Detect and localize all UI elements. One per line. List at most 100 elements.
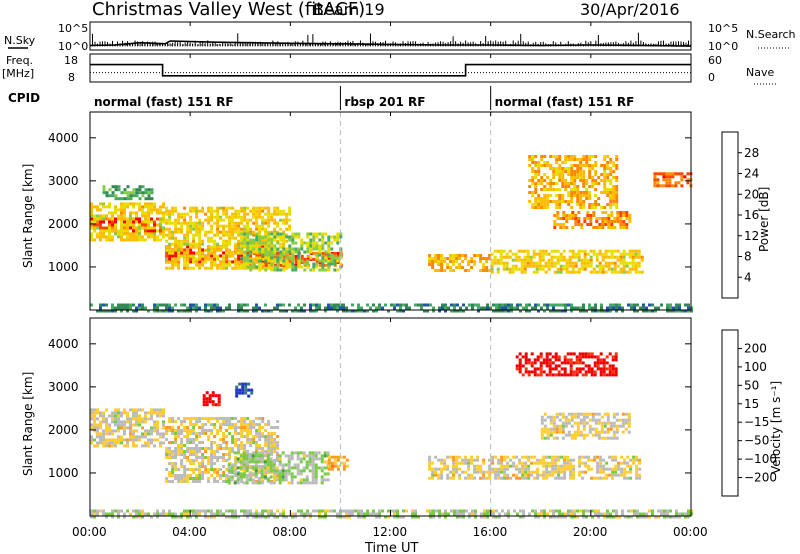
power-cell	[336, 254, 340, 258]
power-cell	[598, 270, 602, 274]
power-cell	[489, 306, 492, 310]
velocity-cell	[189, 450, 193, 453]
velocity-cell	[243, 429, 247, 432]
power-cell	[261, 209, 265, 213]
velocity-cell	[624, 421, 628, 425]
velocity-cell	[204, 450, 208, 453]
power-cell	[273, 227, 277, 231]
velocity-cell	[548, 358, 552, 362]
power-cell	[525, 306, 528, 310]
power-cell	[556, 258, 560, 262]
power-cell	[210, 260, 214, 264]
velocity-cell	[521, 455, 525, 459]
power-cell	[228, 260, 232, 264]
power-cell	[189, 245, 193, 249]
power-cell	[576, 203, 580, 206]
power-cell	[619, 270, 623, 274]
velocity-cell	[600, 436, 604, 440]
velocity-cell	[596, 455, 600, 459]
velocity-cell	[614, 470, 618, 474]
velocity-cell	[195, 477, 199, 480]
velocity-cell	[239, 466, 243, 470]
power-cell	[556, 211, 560, 214]
velocity-cell	[219, 423, 223, 426]
power-cell	[456, 309, 459, 313]
velocity-cell	[584, 455, 588, 459]
velocity-cell	[120, 420, 123, 424]
velocity-cell	[252, 468, 256, 471]
power-cell	[168, 230, 172, 234]
power-cell	[114, 211, 117, 215]
velocity-cell	[315, 509, 318, 513]
power-cell	[616, 249, 620, 253]
power-cell	[476, 254, 480, 257]
power-cell	[550, 255, 554, 259]
velocity-cell	[284, 463, 288, 467]
power-cell	[93, 238, 96, 242]
velocity-cell	[189, 420, 193, 423]
velocity-cell	[581, 373, 585, 377]
power-cell	[144, 197, 148, 201]
velocity-cell	[254, 481, 258, 485]
power-cell	[282, 262, 286, 266]
power-cell	[252, 247, 256, 251]
power-cell	[549, 194, 553, 197]
power-cell	[622, 211, 626, 214]
velocity-cell	[129, 512, 132, 516]
power-cell	[228, 224, 232, 228]
velocity-cell	[348, 509, 351, 513]
power-cell	[520, 270, 524, 274]
velocity-cell	[311, 469, 315, 473]
velocity-cell	[543, 430, 547, 434]
power-cell	[318, 232, 322, 236]
power-cell	[186, 251, 190, 255]
velocity-cell	[455, 455, 459, 459]
power-cell	[396, 309, 399, 313]
power-cell	[171, 306, 174, 310]
velocity-cell	[255, 509, 258, 513]
power-cell	[606, 179, 610, 182]
power-cell	[540, 206, 544, 209]
power-cell	[150, 217, 153, 221]
velocity-cell	[201, 426, 205, 429]
power-cell	[582, 176, 586, 179]
power-cell	[594, 179, 598, 182]
velocity-cell	[473, 458, 477, 462]
velocity-cell	[509, 476, 513, 480]
power-cell	[529, 264, 533, 268]
power-cell	[656, 184, 660, 188]
velocity-cell	[192, 450, 196, 453]
power-cell	[571, 217, 575, 220]
power-cell	[321, 247, 325, 251]
velocity-cell	[585, 421, 589, 425]
power-cell	[282, 209, 286, 213]
power-cell	[390, 303, 393, 307]
velocity-cell	[488, 464, 492, 468]
power-cell	[583, 258, 587, 262]
power-cell	[216, 209, 220, 213]
velocity-cell	[503, 476, 507, 480]
velocity-cell	[579, 430, 583, 434]
velocity-cell	[438, 515, 441, 519]
velocity-cell	[603, 436, 607, 440]
velocity-cell	[548, 455, 552, 459]
power-cell	[222, 254, 226, 258]
power-cell	[285, 235, 289, 239]
power-cell	[511, 252, 515, 256]
velocity-cell	[165, 426, 169, 429]
power-cell	[120, 208, 123, 212]
velocity-cell	[581, 476, 585, 480]
power-cell	[189, 218, 193, 222]
power-cell	[321, 244, 325, 248]
power-cell	[564, 182, 568, 185]
power-cell	[309, 250, 313, 254]
velocity-cell	[527, 476, 531, 480]
velocity-cell	[156, 515, 159, 519]
power-cell	[523, 270, 527, 274]
velocity-cell	[470, 476, 474, 480]
power-cell	[189, 227, 193, 231]
velocity-cell	[108, 429, 111, 433]
power-cell	[589, 264, 593, 268]
velocity-cell	[266, 457, 270, 461]
velocity-cell	[594, 421, 598, 425]
